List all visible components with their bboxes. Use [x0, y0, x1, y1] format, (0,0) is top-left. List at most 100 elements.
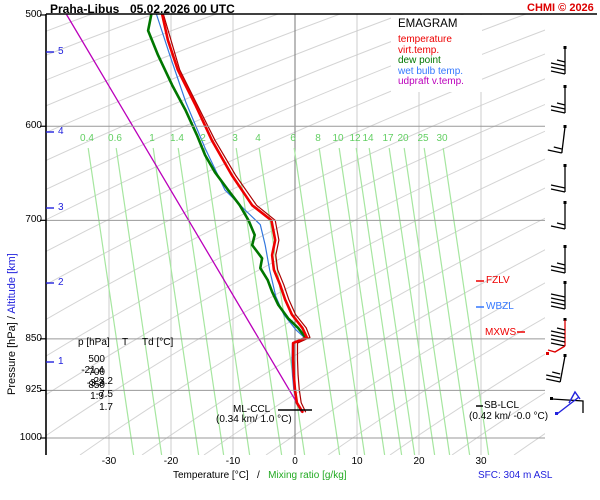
mixing-ratio-line	[87, 147, 135, 455]
wind-barb	[547, 125, 567, 154]
sb-lcl-detail: (0.42 km/ -0.0 °C)	[469, 411, 549, 422]
table-row: 8501.91.7	[76, 380, 113, 413]
altitude-tick-label: 4	[58, 126, 64, 137]
pressure-tick-label: 700	[25, 214, 42, 225]
legend-box: EMAGRAM temperature virt.temp. dew point we…	[391, 15, 482, 92]
mixing-ratio-value-label: 1	[149, 133, 155, 144]
ml-ccl-label: ML-CCL	[233, 404, 271, 415]
axis-separator: /	[6, 316, 18, 320]
pressure-cell: 850	[88, 380, 105, 391]
wind-barb	[546, 354, 567, 383]
wind-barb	[550, 245, 567, 274]
surface-wind-barb	[550, 390, 584, 415]
mixing-ratio-line	[293, 147, 341, 455]
y-axis-title: Pressure [hPa] / Altitude [km]	[6, 253, 18, 395]
dry-adiabat-line	[46, 14, 217, 81]
temperature-tick-label: 10	[351, 456, 363, 467]
mixing-ratio-line	[338, 147, 386, 455]
mixing-ratio-line	[152, 147, 200, 455]
mixing-ratio-value-label: 25	[417, 133, 429, 144]
wind-barb	[550, 164, 567, 193]
legend-item: udpraft v.temp.	[398, 76, 464, 87]
sb-lcl-label: SB-LCL	[484, 400, 520, 411]
mixing-ratio-value-label: 12	[349, 133, 361, 144]
temperature-tick-label: 20	[413, 456, 425, 467]
table-row: 500-21.4-23.2	[76, 354, 113, 387]
curve-udpraft-v-temp-	[66, 14, 304, 413]
dry-adiabat-line	[327, 317, 545, 455]
legend-item: dew point	[398, 55, 441, 66]
freezing-level-label: FZLV	[486, 275, 510, 286]
dry-adiabat-line	[46, 14, 279, 107]
temp-cell: -3.3	[86, 378, 104, 389]
mixing-ratio-value-label: 14	[362, 133, 374, 144]
dry-adiabat-line	[46, 103, 545, 357]
mixing-ratio-line	[423, 147, 471, 455]
altitude-tick-label: 3	[58, 202, 64, 213]
plot-grid-group	[46, 14, 545, 455]
mixing-ratio-line	[368, 147, 416, 455]
legend-item: virt.temp.	[398, 44, 440, 56]
table-header-pressure: p [hPa]	[78, 337, 110, 348]
mixing-ratio-value-label: 20	[397, 133, 409, 144]
pressure-tick-label: 1000	[19, 432, 42, 443]
dry-adiabat-line	[265, 282, 545, 455]
altitude-tick-label: 2	[58, 277, 64, 288]
dry-adiabat-line	[46, 14, 527, 221]
dry-adiabat-line	[46, 78, 545, 320]
altitude-tick-label: 1	[58, 356, 64, 367]
table-header-dewpoint: Td [°C]	[142, 337, 174, 348]
dewpoint-cell: 1.7	[99, 402, 113, 413]
surface-elevation-label: SFC: 304 m ASL	[478, 470, 553, 481]
dry-adiabat-line	[141, 217, 545, 455]
legend-title: EMAGRAM	[398, 18, 458, 30]
x-axis-separator: /	[257, 470, 260, 481]
max-wind-speed-label: MXWS	[485, 327, 517, 338]
pressure-tick-label: 600	[25, 120, 42, 131]
legend-item: temperature	[398, 34, 452, 45]
dry-adiabat-line	[46, 158, 545, 437]
altitude-tick-label: 5	[58, 46, 64, 57]
temperature-tick-label: -10	[225, 456, 241, 467]
dry-adiabat-line	[513, 433, 545, 455]
dry-adiabat-line	[203, 249, 545, 455]
station-name: Praha-Libus	[50, 2, 120, 16]
mixing-ratio-value-label: 4	[255, 133, 261, 144]
dry-adiabat-line	[46, 53, 545, 286]
dry-adiabat-line	[46, 14, 341, 134]
ml-ccl-detail: (0.34 km/ 1.0 °C)	[216, 414, 292, 425]
dewpoint-cell: -7.5	[95, 389, 113, 400]
temperature-tick-label: 0	[292, 456, 298, 467]
temperature-tick-label: -20	[163, 456, 179, 467]
mixing-ratio-value-label: 2	[200, 133, 206, 144]
legend-items: temperature virt.temp. dew point wet bulb t…	[398, 34, 482, 88]
temperature-tick-label: -30	[101, 456, 117, 467]
dry-adiabat-line	[389, 353, 545, 455]
temp-cell: -21.4	[81, 365, 104, 376]
dewpoint-cell: -23.2	[90, 376, 113, 387]
sounding-datetime: 05.02.2026 00 UTC	[130, 2, 235, 16]
mixing-ratio-line	[177, 147, 225, 455]
temp-cell: 1.9	[90, 391, 104, 402]
wind-barb	[550, 85, 567, 114]
mixing-ratio-axis-label: Mixing ratio [g/kg]	[268, 470, 347, 481]
pressure-tick-label: 500	[25, 9, 42, 20]
copyright-notice: CHMI © 2026	[527, 2, 594, 14]
pressure-tick-label: 850	[25, 333, 42, 344]
temperature-axis-label: Temperature [°C]	[173, 470, 249, 481]
dry-adiabat-line	[79, 187, 545, 455]
mixing-ratio-value-label: 17	[382, 133, 394, 144]
mixing-ratio-value-label: 3	[232, 133, 238, 144]
mixing-ratio-value-label: 8	[315, 133, 321, 144]
wind-barb	[550, 46, 567, 75]
mixing-ratio-value-label: 1.4	[170, 133, 184, 144]
mixing-ratio-value-label: 0.4	[80, 133, 94, 144]
dry-adiabat-line	[46, 130, 545, 396]
dry-adiabat-line	[46, 14, 403, 162]
mixing-ratio-line	[115, 147, 163, 455]
mixing-ratio-value-label: 10	[332, 133, 344, 144]
table-row: 700-3.3-7.5	[76, 367, 113, 400]
legend-item: wet bulb temp.	[398, 65, 464, 77]
